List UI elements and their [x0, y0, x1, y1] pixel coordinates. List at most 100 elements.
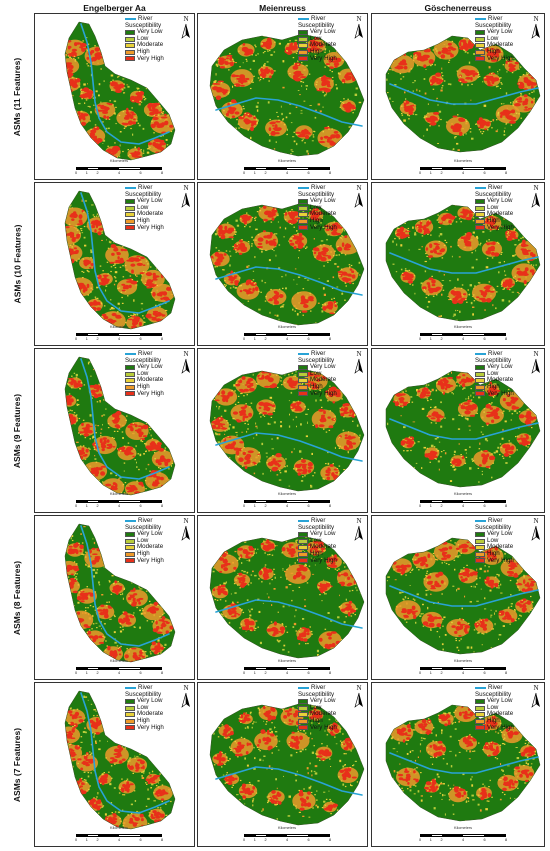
scale-tick: 1 — [85, 504, 88, 508]
legend-item-label: Very Low — [487, 363, 513, 371]
scale-tick: 2 — [264, 504, 267, 508]
susceptibility-map — [64, 690, 176, 830]
legend: River Susceptibility Very Low Low Moderate Hi… — [298, 184, 337, 232]
scale-segment — [484, 668, 505, 669]
legend-item-label: Very High — [310, 723, 337, 731]
scale-tick: 2 — [440, 337, 443, 341]
scale-unit: Kilometers — [454, 325, 472, 329]
scale-tick: 1 — [253, 171, 256, 175]
legend-item-label: Very High — [137, 54, 164, 62]
legend-swatch — [298, 705, 308, 711]
legend-swatch — [298, 545, 308, 551]
scale-segment — [98, 168, 119, 169]
legend-item-label: Very Low — [487, 28, 513, 36]
scale-segment — [119, 334, 140, 335]
column-title: Engelberger Aa — [83, 3, 146, 13]
scale-tick: 4 — [285, 504, 289, 508]
scale-unit: Kilometers — [278, 826, 296, 830]
scale-tick: 2 — [264, 337, 267, 341]
river-swatch — [298, 687, 309, 690]
legend-river-label: River — [138, 517, 153, 524]
scale-segment — [431, 501, 442, 502]
legend-item: Very High — [475, 55, 514, 63]
basin-area — [386, 205, 540, 321]
row-label-text: ASMs (10 Features) — [12, 224, 23, 304]
north-label: N — [183, 517, 189, 525]
legend-item: Very Low — [298, 29, 337, 36]
scale-segment — [87, 501, 98, 502]
scale-tick: 2 — [96, 838, 99, 842]
legend-item: Very High — [475, 724, 514, 732]
scale-tick: 6 — [139, 504, 142, 508]
legend-river: River — [125, 684, 164, 692]
scale-bar-graphic — [244, 834, 330, 837]
scale-segment — [77, 501, 88, 502]
legend-item: Very High — [125, 724, 164, 732]
legend-item: Very Low — [125, 698, 164, 705]
scale-segment — [87, 168, 98, 169]
north-arrow-icon: N — [353, 684, 365, 709]
legend-swatch — [125, 551, 135, 557]
legend-item-label: Low — [310, 369, 322, 377]
legend-item: Very High — [125, 224, 164, 232]
legend-item-label: Low — [137, 34, 149, 42]
legend-item: Moderate — [125, 377, 164, 384]
legend-item-label: Very High — [310, 54, 337, 62]
river-swatch — [298, 18, 309, 21]
legend-item-label: Moderate — [310, 210, 337, 218]
legend-river: River — [298, 517, 337, 525]
scale-bar-graphic — [76, 667, 162, 670]
scale-bar: Kilometers 0 1 2 4 6 8 — [419, 492, 507, 512]
legend-swatch — [475, 725, 485, 731]
scale-bar: Kilometers 0 1 2 4 6 8 — [243, 826, 331, 846]
legend-swatch — [298, 558, 308, 564]
legend-item: Very High — [298, 557, 337, 565]
legend-item-label: Very Low — [137, 697, 163, 705]
scale-tick: 4 — [117, 671, 121, 675]
legend-item: Very High — [298, 224, 337, 232]
legend-swatch — [475, 545, 485, 551]
legend-title: Susceptibility — [298, 356, 335, 364]
legend-item-label: Very High — [487, 223, 514, 231]
legend-swatch — [475, 212, 485, 218]
legend-item-label: Very Low — [137, 28, 163, 36]
scale-unit: Kilometers — [454, 826, 472, 830]
susceptibility-map — [385, 537, 541, 655]
scale-segment — [266, 334, 287, 335]
legend-item-label: High — [310, 716, 323, 724]
scale-tick: 6 — [139, 838, 142, 842]
north-label: N — [183, 15, 189, 23]
legend-item-label: Very Low — [487, 197, 513, 205]
legend-river: River — [475, 184, 514, 192]
north-arrow-icon: N — [353, 184, 365, 209]
legend-swatch — [298, 725, 308, 731]
legend-item-label: Very High — [487, 389, 514, 397]
river-line — [389, 252, 539, 274]
scale-tick: 6 — [307, 838, 310, 842]
scale-tick: 8 — [504, 671, 508, 675]
scale-segment — [308, 501, 329, 502]
scale-segment — [140, 168, 161, 169]
scale-segment — [245, 334, 256, 335]
legend-river: River — [298, 684, 337, 692]
legend-item-label: Moderate — [487, 210, 514, 218]
north-arrow-icon: N — [180, 350, 192, 375]
scale-bar-graphic — [420, 333, 506, 336]
legend-item: High — [125, 383, 164, 391]
scale-bar-graphic — [420, 667, 506, 670]
scale-tick: 6 — [307, 671, 310, 675]
scale-segment — [77, 168, 88, 169]
legend: River Susceptibility Very Low Low Moderate Hi… — [125, 184, 164, 232]
legend-swatch — [298, 364, 308, 370]
scale-tick: 6 — [483, 671, 486, 675]
scale-unit: Kilometers — [110, 826, 128, 830]
legend-swatch — [298, 218, 308, 224]
legend-item-label: High — [310, 47, 323, 55]
basin-area — [65, 524, 175, 662]
scale-segment — [431, 668, 442, 669]
scale-segment — [119, 668, 140, 669]
scale-tick: 1 — [85, 838, 88, 842]
scale-segment — [119, 835, 140, 836]
legend-swatch — [475, 551, 485, 557]
scale-segment — [287, 668, 308, 669]
